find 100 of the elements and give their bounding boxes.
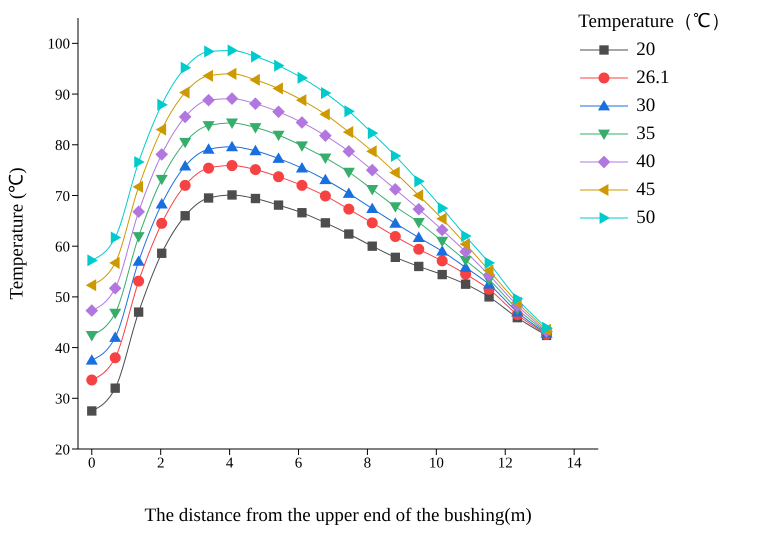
x-tick-label: 10	[428, 456, 444, 472]
point	[180, 180, 191, 191]
point	[342, 145, 356, 158]
point	[226, 68, 236, 80]
point	[134, 156, 145, 168]
point	[180, 62, 192, 74]
legend-label: 45	[636, 179, 656, 201]
point	[109, 256, 120, 269]
point	[203, 162, 214, 174]
point	[320, 86, 332, 100]
x-tick-label: 12	[498, 456, 513, 472]
point	[272, 105, 285, 118]
legend-label: 20	[636, 39, 656, 61]
point	[368, 242, 377, 251]
point	[249, 74, 260, 86]
point	[390, 252, 400, 262]
point	[389, 202, 402, 213]
point	[342, 168, 355, 178]
point	[132, 255, 145, 266]
point	[296, 162, 308, 172]
point	[368, 127, 378, 140]
point	[179, 138, 192, 148]
point	[436, 255, 448, 266]
point	[156, 198, 168, 208]
point	[86, 279, 96, 292]
y-tick-label: 100	[48, 36, 70, 53]
point	[436, 245, 448, 256]
point	[436, 212, 447, 225]
x-tick-label: 0	[88, 456, 96, 472]
point	[226, 140, 238, 152]
point	[85, 304, 98, 317]
point	[366, 145, 377, 158]
y-tick-label: 80	[55, 138, 70, 154]
point	[86, 354, 98, 365]
point	[132, 205, 145, 218]
point	[273, 171, 284, 182]
point	[108, 282, 122, 295]
point	[249, 144, 262, 156]
point	[296, 94, 306, 106]
point	[436, 224, 449, 236]
point	[156, 124, 166, 136]
point	[274, 200, 284, 210]
point	[204, 45, 215, 58]
point	[109, 308, 122, 320]
point	[251, 50, 262, 63]
y-tick-label: 60	[55, 240, 70, 256]
legend-title: Temperature（℃）	[578, 10, 730, 34]
point	[180, 211, 190, 220]
point	[296, 116, 308, 129]
point	[412, 202, 426, 216]
x-tick-label: 4	[226, 456, 234, 472]
point	[366, 164, 379, 176]
point	[319, 108, 330, 120]
point	[484, 256, 496, 269]
point	[157, 98, 168, 111]
point	[226, 118, 238, 130]
point	[438, 270, 447, 280]
point	[319, 174, 332, 184]
y-axis-title: Temperature (℃)	[6, 167, 28, 300]
point	[274, 60, 285, 72]
x-tick-label: 6	[294, 456, 303, 472]
point	[228, 44, 238, 56]
point	[296, 180, 308, 191]
point	[272, 82, 283, 95]
point	[110, 383, 120, 393]
point	[390, 231, 401, 242]
point	[133, 276, 144, 287]
point	[298, 72, 308, 84]
y-tick-label: 20	[55, 442, 70, 458]
point	[460, 238, 470, 250]
point	[226, 160, 238, 172]
point	[87, 406, 96, 416]
point	[460, 256, 472, 266]
point	[412, 189, 424, 202]
point	[202, 94, 215, 106]
point	[204, 193, 214, 203]
legend-label: 40	[636, 151, 656, 173]
legend-label: 26.1	[636, 67, 670, 89]
point	[414, 262, 424, 272]
y-tick-label: 70	[55, 188, 70, 205]
point	[87, 254, 98, 266]
y-tick-label: 50	[55, 290, 70, 306]
legend-label: 30	[636, 95, 656, 117]
point	[390, 150, 402, 162]
legend-label: 50	[636, 207, 656, 229]
point	[179, 160, 192, 170]
point	[436, 236, 448, 248]
point	[366, 217, 378, 228]
point	[179, 86, 190, 99]
point	[86, 331, 98, 342]
point	[413, 244, 424, 255]
point	[86, 374, 98, 386]
point	[512, 292, 524, 305]
point	[155, 148, 168, 161]
point	[297, 208, 307, 218]
point	[272, 130, 285, 142]
point	[320, 190, 331, 202]
point	[461, 230, 472, 242]
point	[460, 280, 470, 289]
point	[110, 352, 121, 364]
